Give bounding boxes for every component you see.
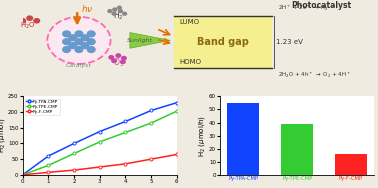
Circle shape (116, 54, 121, 57)
Circle shape (75, 39, 83, 45)
Text: O$_3$: O$_3$ (113, 56, 124, 69)
Py-TPA-CMP (123, 120, 128, 123)
Py-TPE-CMP (149, 122, 153, 124)
Text: Band gap: Band gap (197, 37, 249, 47)
Text: $h\nu$: $h\nu$ (81, 3, 93, 14)
Py-TPE-CMP (20, 174, 25, 176)
Text: HOMO: HOMO (179, 59, 201, 65)
Py-TPA-CMP (72, 142, 76, 145)
Circle shape (69, 43, 77, 49)
Y-axis label: H$_2$ ($\mu$mol): H$_2$ ($\mu$mol) (0, 118, 7, 153)
Circle shape (121, 60, 125, 64)
Py-TPE-CMP (72, 152, 76, 155)
Py-TPE-CMP (175, 110, 179, 112)
Py-TPA-CMP (175, 102, 179, 104)
Circle shape (113, 8, 117, 11)
Py-TPA-CMP (46, 155, 51, 157)
Circle shape (87, 39, 95, 45)
Circle shape (20, 19, 25, 23)
Text: Sunlight: Sunlight (127, 38, 153, 43)
Circle shape (63, 39, 70, 45)
Text: 1.23 eV: 1.23 eV (276, 39, 304, 45)
Py-TPA-CMP (20, 174, 25, 176)
Py-F-CMP (72, 169, 76, 171)
Text: Catalyst: Catalyst (66, 63, 92, 68)
Circle shape (118, 10, 122, 13)
Bar (335, 154, 367, 175)
Circle shape (27, 16, 33, 20)
Text: H$_2$: H$_2$ (113, 9, 124, 22)
Line: Py-TPA-CMP: Py-TPA-CMP (21, 101, 178, 176)
FancyBboxPatch shape (174, 16, 272, 68)
Py-F-CMP (20, 174, 25, 176)
Circle shape (123, 12, 127, 15)
Line: Py-TPE-CMP: Py-TPE-CMP (21, 110, 178, 176)
Text: LUMO: LUMO (179, 19, 199, 25)
Py-F-CMP (175, 153, 179, 155)
Circle shape (81, 35, 89, 41)
Py-TPE-CMP (46, 164, 51, 167)
Line: Py-F-CMP: Py-F-CMP (21, 153, 178, 176)
Py-F-CMP (123, 163, 128, 165)
Circle shape (122, 56, 126, 60)
Circle shape (34, 19, 40, 23)
Text: Photocatalyst: Photocatalyst (291, 1, 352, 10)
Circle shape (87, 47, 95, 52)
Circle shape (112, 12, 116, 15)
Circle shape (63, 31, 70, 37)
Polygon shape (130, 33, 170, 48)
Py-TPE-CMP (123, 131, 128, 134)
Y-axis label: H$_2$ ($\mu$mol/h): H$_2$ ($\mu$mol/h) (197, 114, 208, 157)
Text: 2H$^+$ + 2e$^-$ $\rightarrow$ H$_2$: 2H$^+$ + 2e$^-$ $\rightarrow$ H$_2$ (277, 4, 328, 13)
Legend: Py-TPA-CMP, Py-TPE-CMP, Py-F-CMP: Py-TPA-CMP, Py-TPE-CMP, Py-F-CMP (25, 99, 60, 115)
Text: H$_2$O: H$_2$O (20, 21, 36, 31)
Bar (281, 124, 313, 175)
Circle shape (112, 59, 116, 62)
Py-F-CMP (149, 158, 153, 160)
Py-TPA-CMP (149, 109, 153, 112)
Py-TPE-CMP (98, 141, 102, 143)
Circle shape (47, 17, 110, 64)
Py-F-CMP (46, 171, 51, 174)
Bar (227, 103, 259, 175)
Circle shape (63, 47, 70, 52)
Circle shape (81, 43, 89, 49)
Circle shape (109, 56, 113, 59)
Circle shape (69, 35, 77, 41)
Circle shape (87, 31, 95, 37)
Circle shape (75, 31, 83, 37)
Circle shape (108, 10, 112, 13)
Circle shape (118, 6, 121, 9)
Text: 2H$_2$O + 4h$^+$ $\rightarrow$ O$_2$ + 4H$^+$: 2H$_2$O + 4h$^+$ $\rightarrow$ O$_2$ + 4… (277, 70, 351, 80)
Py-F-CMP (98, 166, 102, 168)
Py-TPA-CMP (98, 130, 102, 133)
Circle shape (75, 47, 83, 52)
